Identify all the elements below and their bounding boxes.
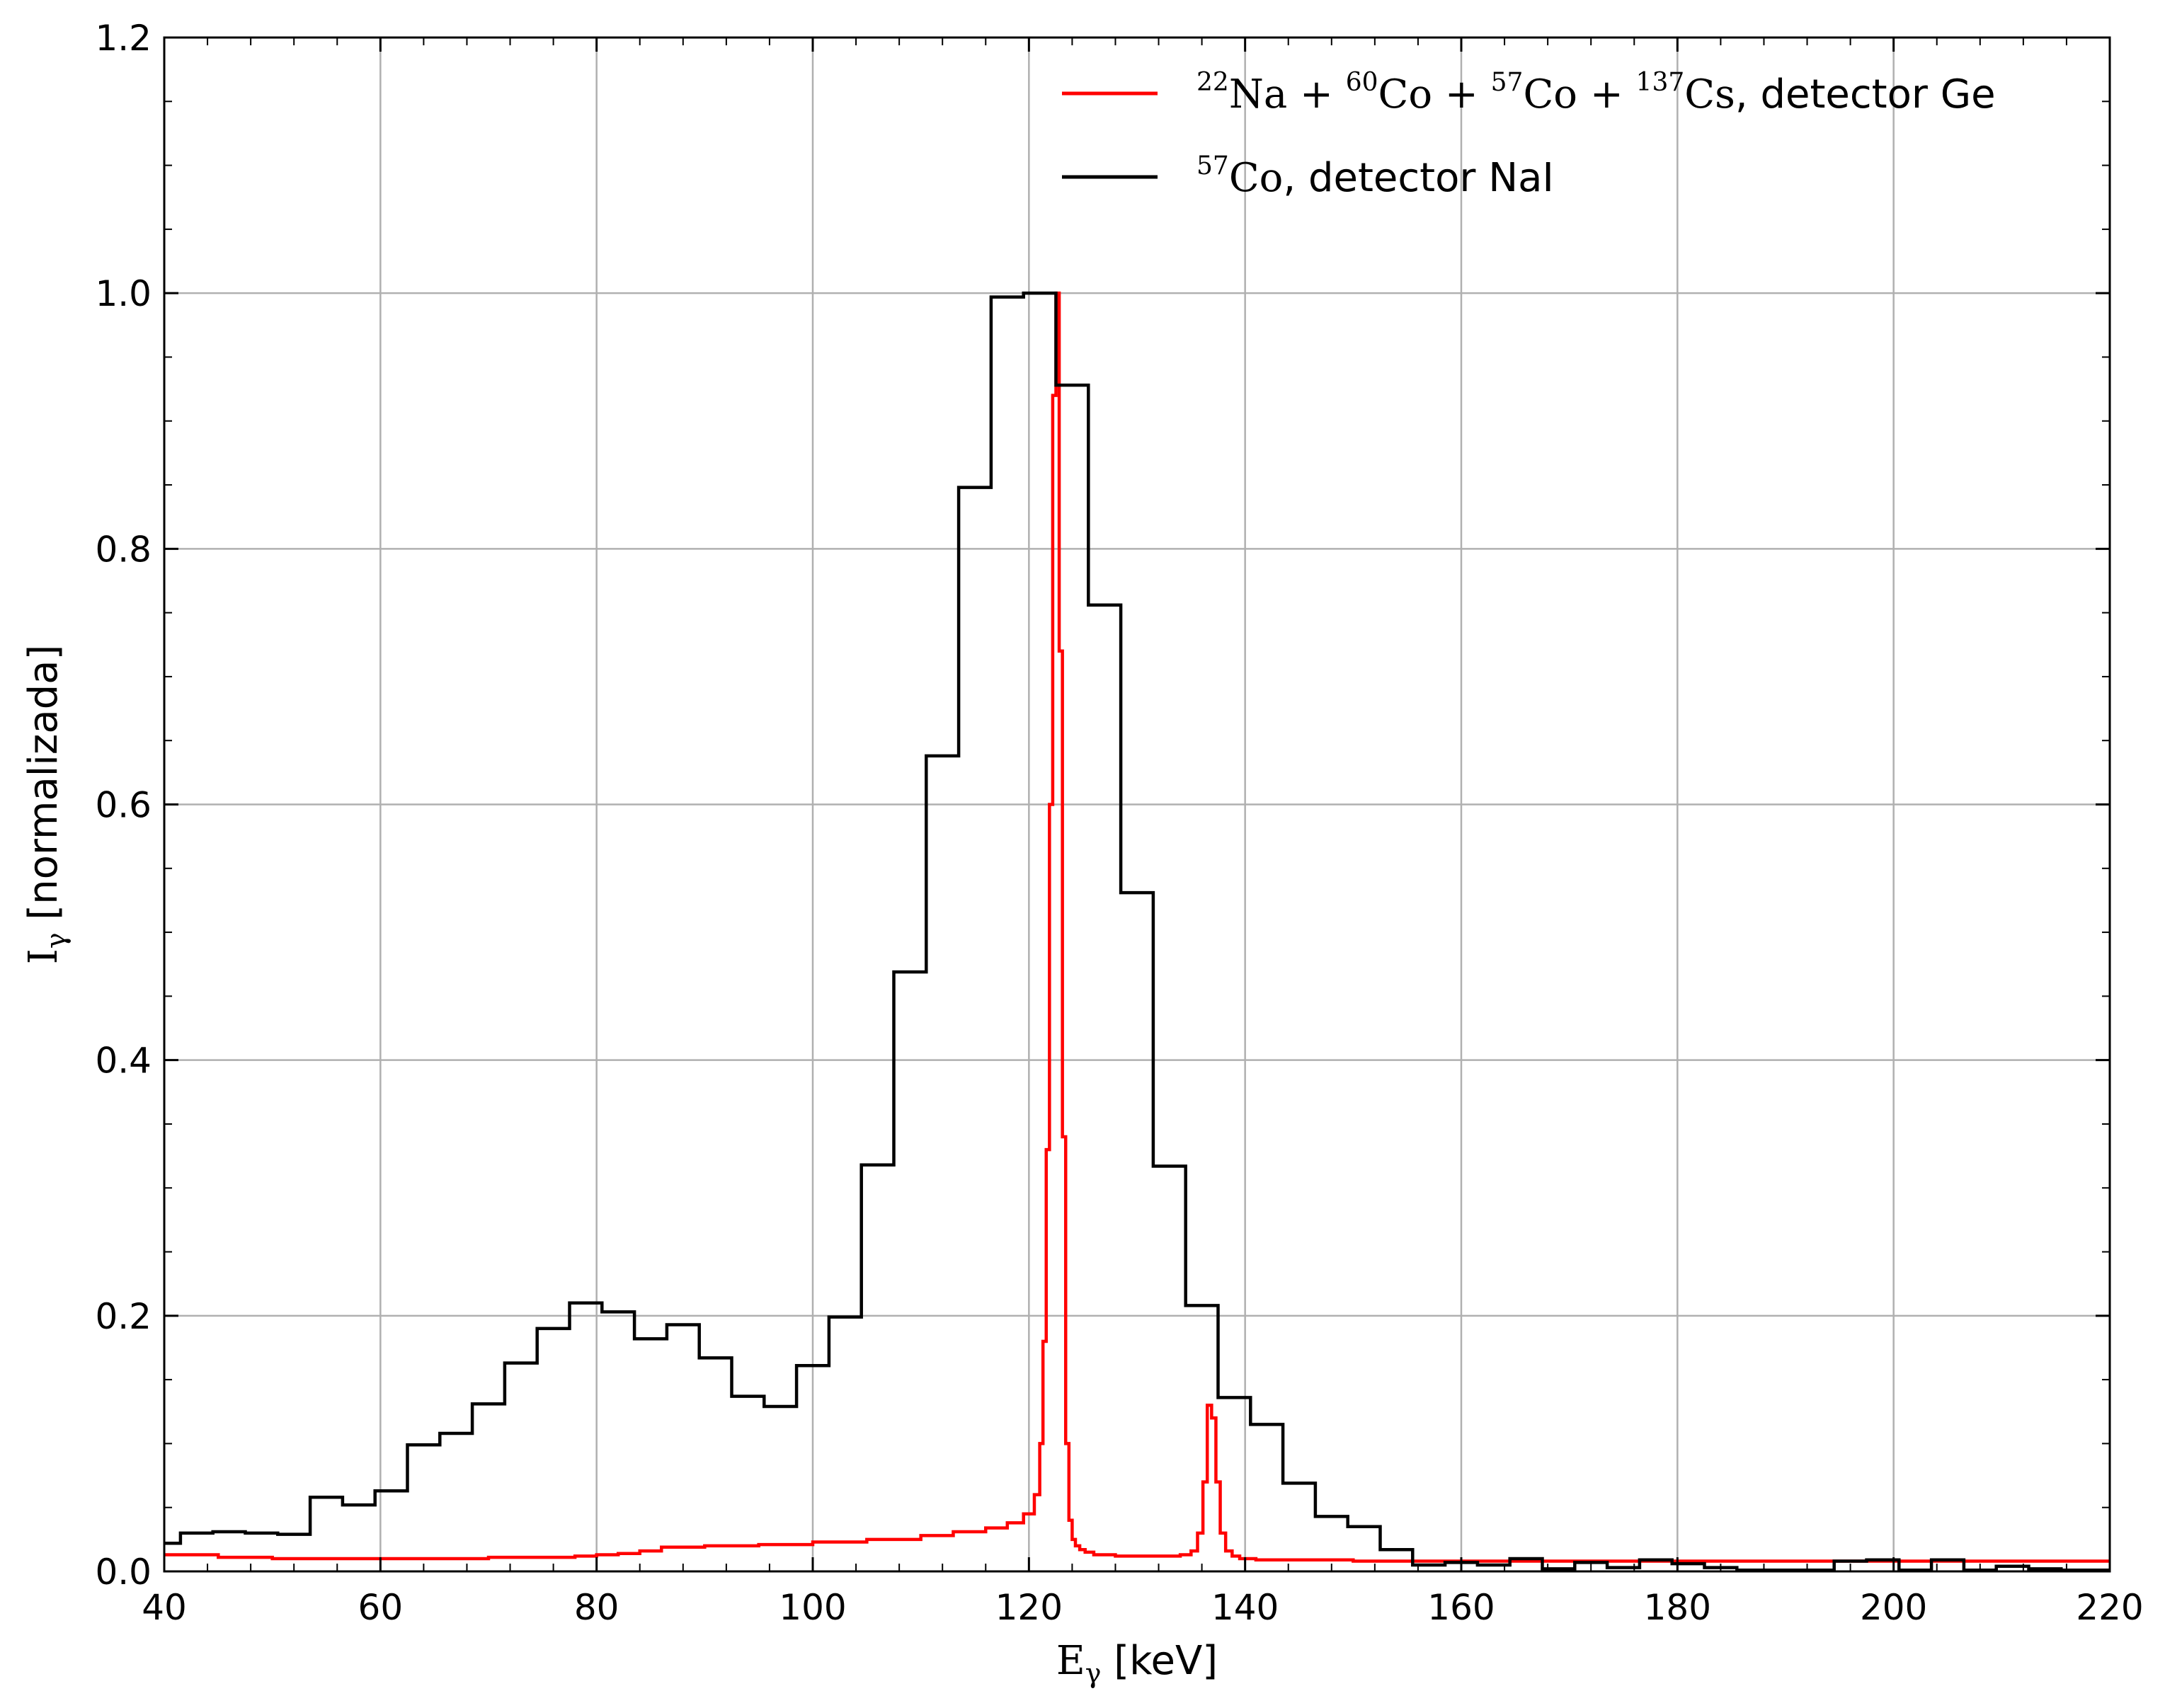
legend-detector: , detector NaI (1283, 155, 1554, 201)
legend-detector: , detector Ge (1735, 71, 1996, 118)
x-axis-label-unit: [keV] (1101, 1638, 1218, 1684)
legend-label-nai: 57Co, detector NaI (1196, 151, 1554, 201)
y-axis-label-symbol: I (21, 948, 67, 964)
x-tick-label: 180 (1644, 1587, 1711, 1628)
y-tick-label: 0.8 (95, 529, 152, 570)
x-axis-label-symbol: E (1056, 1638, 1085, 1684)
series-line-ge (164, 291, 2110, 1563)
y-axis-label-subscript: γ (40, 933, 72, 949)
legend-operator: + (1577, 71, 1636, 118)
y-axis-label: Iγ [normalizada] (21, 645, 72, 965)
legend-operator: + (1432, 71, 1491, 118)
legend-nuclide: Co (1523, 71, 1577, 118)
plot-area (164, 291, 2110, 1572)
x-tick-label: 120 (995, 1587, 1063, 1628)
y-tick-label: 1.0 (95, 273, 152, 314)
legend: 22Na + 60Co + 57Co + 137Cs, detector Ge5… (1062, 68, 1996, 201)
x-tick-label: 40 (142, 1587, 187, 1628)
y-tick-label: 0.4 (95, 1041, 152, 1082)
x-tick-label: 100 (779, 1587, 846, 1628)
x-axis-label: Eγ [keV] (1056, 1638, 1218, 1689)
y-tick-label: 1.2 (95, 18, 152, 59)
y-tick-label: 0.6 (95, 785, 152, 826)
y-tick-label: 0.0 (95, 1552, 152, 1593)
series-line-nai (164, 291, 2110, 1572)
y-tick-label: 0.2 (95, 1296, 152, 1337)
legend-nuclide: Cs (1684, 71, 1735, 118)
x-tick-label: 80 (574, 1587, 619, 1628)
x-tick-label: 60 (358, 1587, 404, 1628)
legend-operator: + (1287, 71, 1346, 118)
tick-labels: 40 60 80 100 120 140 160 180 200 220 0.0 0.2 0.4 0.6 0… (95, 18, 2143, 1628)
x-tick-label: 140 (1211, 1587, 1279, 1628)
x-axis-label-subscript: γ (1085, 1658, 1102, 1689)
y-axis-label-unit: [normalizada] (21, 645, 67, 933)
legend-nuclide: Co (1229, 155, 1284, 201)
legend-superscript: 137 (1636, 68, 1685, 97)
legend-label-ge: 22Na + 60Co + 57Co + 137Cs, detector Ge (1196, 68, 1996, 118)
legend-superscript: 60 (1346, 68, 1378, 97)
legend-superscript: 57 (1491, 68, 1524, 97)
x-tick-label: 220 (2076, 1587, 2143, 1628)
legend-nuclide: Co (1378, 71, 1433, 118)
x-tick-label: 200 (1860, 1587, 1927, 1628)
legend-nuclide: Na (1229, 71, 1287, 118)
legend-superscript: 22 (1196, 68, 1229, 97)
x-tick-label: 160 (1427, 1587, 1495, 1628)
axis-ticks (163, 36, 2111, 1573)
legend-superscript: 57 (1196, 151, 1229, 180)
